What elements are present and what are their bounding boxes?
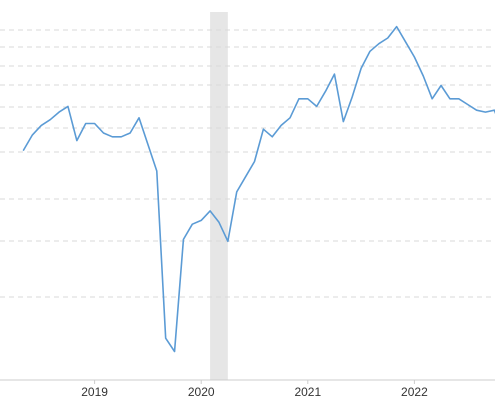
x-tick-label: 2019 — [81, 385, 108, 399]
data-point — [39, 123, 43, 127]
data-point — [137, 116, 141, 120]
data-point — [279, 123, 283, 127]
data-point — [466, 103, 470, 107]
data-point — [244, 175, 248, 179]
data-point — [350, 95, 354, 99]
data-point — [395, 25, 399, 29]
data-point — [412, 55, 416, 59]
data-point — [128, 131, 132, 135]
data-point — [439, 84, 443, 88]
data-point — [93, 122, 97, 126]
data-point — [306, 97, 310, 101]
data-point — [430, 97, 434, 101]
data-point — [208, 209, 212, 213]
data-point — [457, 97, 461, 101]
x-tick-labels: 20192020202120222023 — [81, 380, 428, 399]
data-point — [101, 131, 105, 135]
x-tick-label: 2020 — [188, 385, 215, 399]
data-point — [404, 40, 408, 44]
data-point — [155, 169, 159, 173]
data-point — [315, 104, 319, 108]
x-tick-label: 2021 — [294, 385, 321, 399]
data-point — [253, 160, 257, 164]
data-point — [386, 36, 390, 40]
data-point — [288, 116, 292, 120]
data-point — [475, 108, 479, 112]
data-point — [483, 110, 487, 114]
data-point — [22, 148, 26, 152]
data-point — [57, 110, 61, 114]
data-point — [324, 89, 328, 93]
data-point — [173, 350, 177, 354]
data-point — [261, 127, 265, 131]
data-point — [199, 218, 203, 222]
data-point — [164, 336, 168, 340]
data-point — [181, 237, 185, 241]
data-point — [270, 135, 274, 139]
data-point — [110, 135, 114, 139]
data-point — [235, 190, 239, 194]
data-point — [75, 139, 79, 143]
data-point — [226, 239, 230, 243]
data-point — [341, 120, 345, 124]
recession-band-1 — [210, 12, 228, 380]
series-line-1 — [22, 25, 495, 353]
gridlines — [0, 29, 495, 298]
data-point — [190, 222, 194, 226]
data-point — [359, 66, 363, 70]
data-point — [297, 97, 301, 101]
data-point — [84, 122, 88, 126]
data-point — [146, 142, 150, 146]
data-point — [332, 72, 336, 76]
data-point — [217, 220, 221, 224]
x-tick-label: 2022 — [401, 385, 428, 399]
series-group — [22, 25, 495, 354]
data-point — [377, 42, 381, 46]
data-point — [48, 118, 52, 122]
data-point — [30, 133, 34, 137]
data-point — [368, 49, 372, 53]
data-point — [448, 97, 452, 101]
data-point — [421, 74, 425, 78]
data-point — [119, 135, 123, 139]
recession-bands — [210, 12, 228, 380]
data-point — [66, 104, 70, 108]
